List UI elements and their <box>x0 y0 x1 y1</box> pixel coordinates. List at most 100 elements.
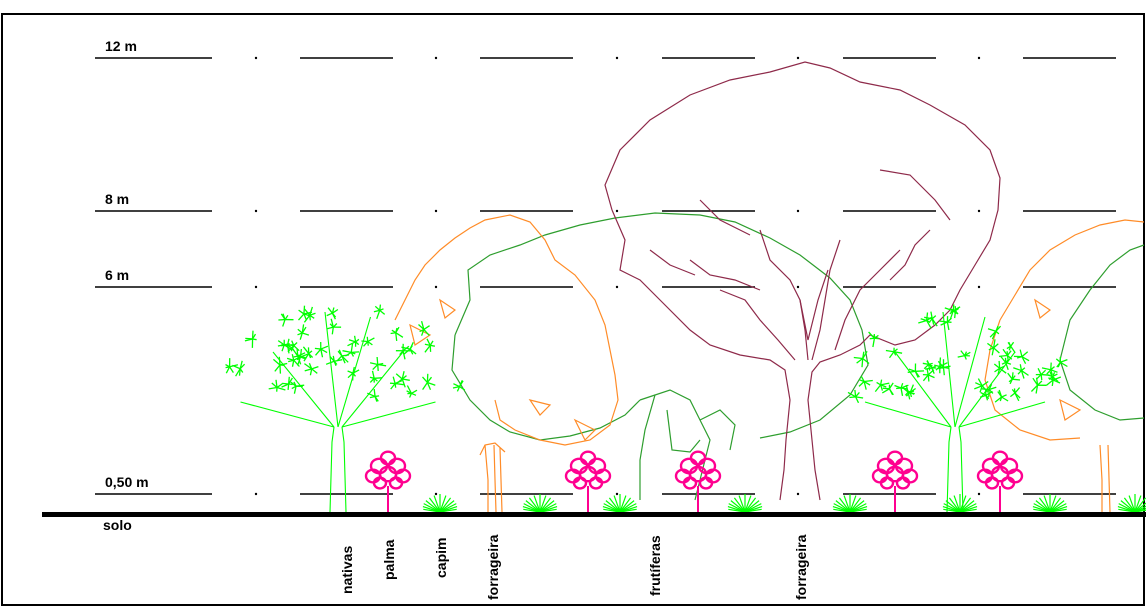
nativas-leaf-cluster <box>1006 341 1016 354</box>
level-dot-0-4 <box>977 56 981 60</box>
nativas-leaf <box>1060 358 1068 363</box>
nativas-leaf <box>374 395 380 398</box>
capim-blade <box>619 495 627 513</box>
nativas-leaf <box>315 348 322 356</box>
nativas-leaf-cluster <box>272 356 288 374</box>
nativas-leaf <box>925 312 929 321</box>
nativas-leaf-cluster <box>304 362 319 376</box>
nativas-leaf <box>994 367 1001 373</box>
nativas-leaf <box>888 382 894 390</box>
nativas-leaf <box>928 364 931 371</box>
nativas-leaf <box>332 308 339 314</box>
capim-tuft <box>942 494 978 513</box>
nativas-leaf <box>1013 367 1022 372</box>
nativas-leaf <box>303 313 308 321</box>
nativas-leaf <box>938 320 948 323</box>
capim-blade <box>525 500 541 513</box>
capim-blade <box>1049 508 1067 513</box>
nativas-leaf <box>369 376 375 379</box>
nativas-leaf-cluster <box>1010 387 1021 402</box>
capim-blade <box>1134 495 1142 513</box>
capim-blade <box>849 495 857 513</box>
capim-blade <box>539 500 555 513</box>
nativas-leaf <box>1010 392 1016 398</box>
nativas-leaf <box>1008 378 1013 383</box>
nativas-leaf <box>1006 350 1012 356</box>
nativas-leaf <box>856 357 864 364</box>
nativas-leaf <box>861 358 864 368</box>
nativas-leaf <box>975 382 983 387</box>
level-dot-3-4 <box>977 492 981 496</box>
capim-tuft <box>522 494 558 513</box>
nativas-leaf-cluster <box>957 350 971 360</box>
nativas-leaf <box>999 367 1007 374</box>
nativas-leaf <box>298 309 305 315</box>
nativas-leaf <box>293 381 297 387</box>
nativas-leaf <box>1001 394 1007 398</box>
nativas-leaf <box>888 388 894 396</box>
palma-cluster <box>976 450 1024 512</box>
nativas-leaf <box>395 326 400 334</box>
nativas-leaf <box>303 311 313 315</box>
capim-blade <box>439 497 452 513</box>
species-label-palma: palma <box>381 539 397 580</box>
nativas-leaf <box>1005 358 1010 363</box>
nativas-leaf <box>922 374 929 382</box>
nativas-leaf <box>931 315 937 320</box>
level-label-6m: 6 m <box>105 267 129 283</box>
nativas-branch <box>942 311 956 428</box>
nativas-leaf-cluster <box>326 318 342 335</box>
nativas-leaf <box>952 306 961 312</box>
nativas-leaf <box>1052 376 1062 381</box>
nativas-leaf <box>847 391 856 398</box>
nativas-leaf <box>988 347 994 351</box>
nativas-leaf <box>994 396 1002 403</box>
nativas-leaf <box>308 362 313 370</box>
nativas-leaf <box>1049 371 1054 381</box>
nativas-leaf <box>1050 366 1055 371</box>
nativas-tree-right <box>847 304 1068 513</box>
nativas-leaf <box>430 344 436 347</box>
nativas-leaf <box>409 345 413 350</box>
nativas-leaf-cluster <box>406 385 418 398</box>
nativas-leaf <box>390 383 396 390</box>
nativas-leaf <box>341 355 346 364</box>
nativas-leaf <box>1010 341 1015 347</box>
nativas-leaf <box>302 332 310 336</box>
nativas-leaf <box>926 316 933 322</box>
capim-blade <box>948 497 961 513</box>
nativas-leaf <box>347 372 354 379</box>
nativas-leaf <box>299 349 303 358</box>
nativas-leaf-cluster <box>367 389 380 402</box>
capim-blade <box>439 500 455 513</box>
nativas-leaf-cluster <box>1041 362 1058 375</box>
capim-blade <box>533 495 541 513</box>
nativas-leaf-cluster <box>874 379 890 393</box>
capim-blade <box>959 495 967 513</box>
nativas-leaf <box>1019 364 1023 371</box>
nativas-leaf <box>453 383 460 388</box>
capim-blade <box>833 503 851 513</box>
nativas-leaf-cluster <box>1000 355 1012 371</box>
nativas-leaf <box>401 375 407 380</box>
nativas-leaf-cluster <box>347 366 360 381</box>
nativas-leaf <box>988 383 993 390</box>
nativas-branch <box>954 316 986 428</box>
nativas-leaf <box>993 343 999 349</box>
nativas-leaf <box>291 354 295 361</box>
nativas-leaf <box>427 381 436 386</box>
capim-blade <box>439 495 447 513</box>
nativas-leaf <box>858 381 865 387</box>
capim-tuft <box>422 494 458 513</box>
nativas-leaf-cluster <box>390 326 404 341</box>
capim-blade <box>1118 503 1136 513</box>
nativas-leaf <box>352 369 360 374</box>
nativas-leaf-cluster <box>232 360 246 377</box>
nativas-leaf <box>1014 387 1021 394</box>
nativas-leaf <box>1046 369 1052 375</box>
nativas-leaf <box>347 341 356 347</box>
palma-pad <box>1000 476 1016 490</box>
nativas-leaf-cluster <box>1013 349 1030 364</box>
nativas-leaf <box>946 321 950 331</box>
nativas-branch <box>894 351 952 428</box>
